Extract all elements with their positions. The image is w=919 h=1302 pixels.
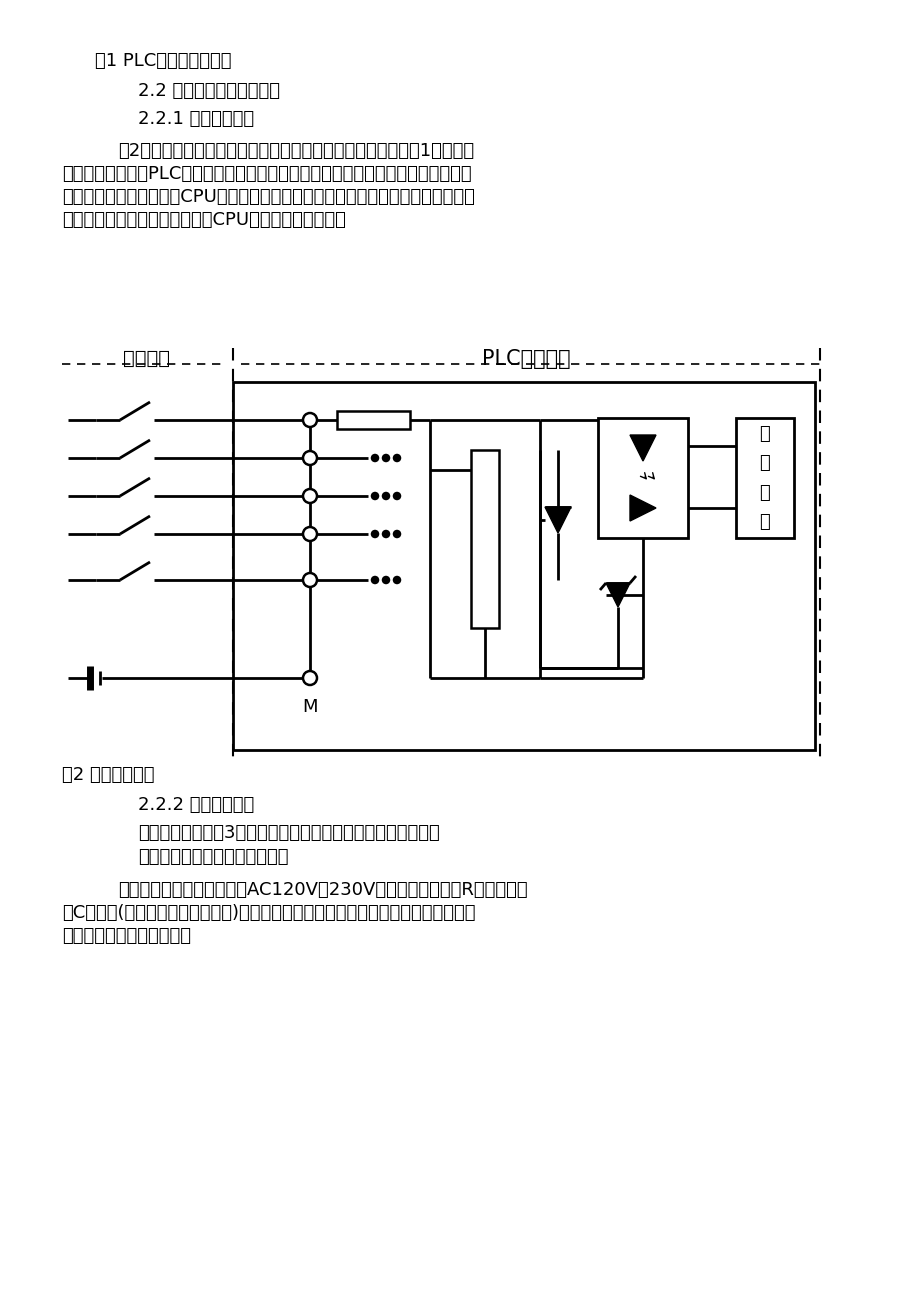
Text: 交流输入电路如图3所示，可以看出，与直流输入电路的区别主: 交流输入电路如图3所示，可以看出，与直流输入电路的区别主	[138, 824, 439, 842]
Circle shape	[393, 454, 400, 461]
Text: 路的开关闭合时，PLC内部光耦的发光二极管点亮，光敏三极管饱和导通，该导通信: 路的开关闭合时，PLC内部光耦的发光二极管点亮，光敏三极管饱和导通，该导通信	[62, 165, 471, 184]
Bar	[233, 381, 814, 750]
Circle shape	[302, 527, 317, 542]
Circle shape	[302, 413, 317, 427]
Circle shape	[393, 493, 400, 499]
Circle shape	[302, 671, 317, 685]
Circle shape	[371, 577, 378, 583]
Bar	[336, 411, 410, 428]
Circle shape	[302, 490, 317, 503]
Circle shape	[371, 454, 378, 461]
Circle shape	[382, 493, 389, 499]
Circle shape	[382, 577, 389, 583]
Text: 2.2 按外接电源的类型分类: 2.2 按外接电源的类型分类	[138, 82, 279, 100]
Bar	[471, 450, 498, 628]
Text: 交流输入的输入电压一般为AC120V或230V。交流电经过电阻R的限流和电: 交流输入的输入电压一般为AC120V或230V。交流电经过电阻R的限流和电	[118, 881, 528, 898]
Text: 图1 PLC输入电路的分类: 图1 PLC输入电路的分类	[95, 52, 232, 70]
Circle shape	[302, 450, 317, 465]
Polygon shape	[606, 583, 630, 607]
Circle shape	[393, 531, 400, 536]
Bar	[597, 418, 687, 538]
Polygon shape	[630, 495, 655, 521]
Circle shape	[371, 531, 378, 536]
Circle shape	[382, 454, 389, 461]
Text: 二极管熄灭，光敏三极管截止，CPU认为该路没有信号。: 二极管熄灭，光敏三极管截止，CPU认为该路没有信号。	[62, 211, 346, 229]
Text: 号再传送给处理器，从而CPU认为该路有信号输入；外界开关断开时，光耦中的发光: 号再传送给处理器，从而CPU认为该路有信号输入；外界开关断开时，光耦中的发光	[62, 187, 474, 206]
Polygon shape	[630, 435, 655, 461]
Text: 输入电路一样，不再缀述。: 输入电路一样，不再缀述。	[62, 927, 191, 945]
Text: M: M	[302, 698, 317, 716]
Circle shape	[371, 493, 378, 499]
Text: 容C的隔离(去除电源中的直流成分)，再经过桥式整流为直流电，其后工作原理和直流: 容C的隔离(去除电源中的直流成分)，再经过桥式整流为直流电，其后工作原理和直流	[62, 904, 475, 922]
Circle shape	[382, 531, 389, 536]
Bar	[735, 418, 793, 538]
Circle shape	[302, 573, 317, 587]
Text: 外部接线: 外部接线	[123, 349, 170, 368]
Text: PLC内部接线: PLC内部接线	[482, 349, 570, 368]
Text: 2.2.1 直流输入电路: 2.2.1 直流输入电路	[138, 109, 254, 128]
Text: 2.2.2 交流输入电路: 2.2.2 交流输入电路	[138, 796, 254, 814]
Text: 要就是增加了一个整流的环节。: 要就是增加了一个整流的环节。	[138, 848, 289, 866]
Polygon shape	[544, 506, 571, 533]
Text: 图2 直流输入电路: 图2 直流输入电路	[62, 766, 154, 784]
Text: 图2为直流输入电路的一种形式（只画出一路输入电路）。当图1中外部线: 图2为直流输入电路的一种形式（只画出一路输入电路）。当图1中外部线	[118, 142, 473, 160]
Text: 至
处
理
器: 至 处 理 器	[759, 426, 769, 531]
Circle shape	[393, 577, 400, 583]
